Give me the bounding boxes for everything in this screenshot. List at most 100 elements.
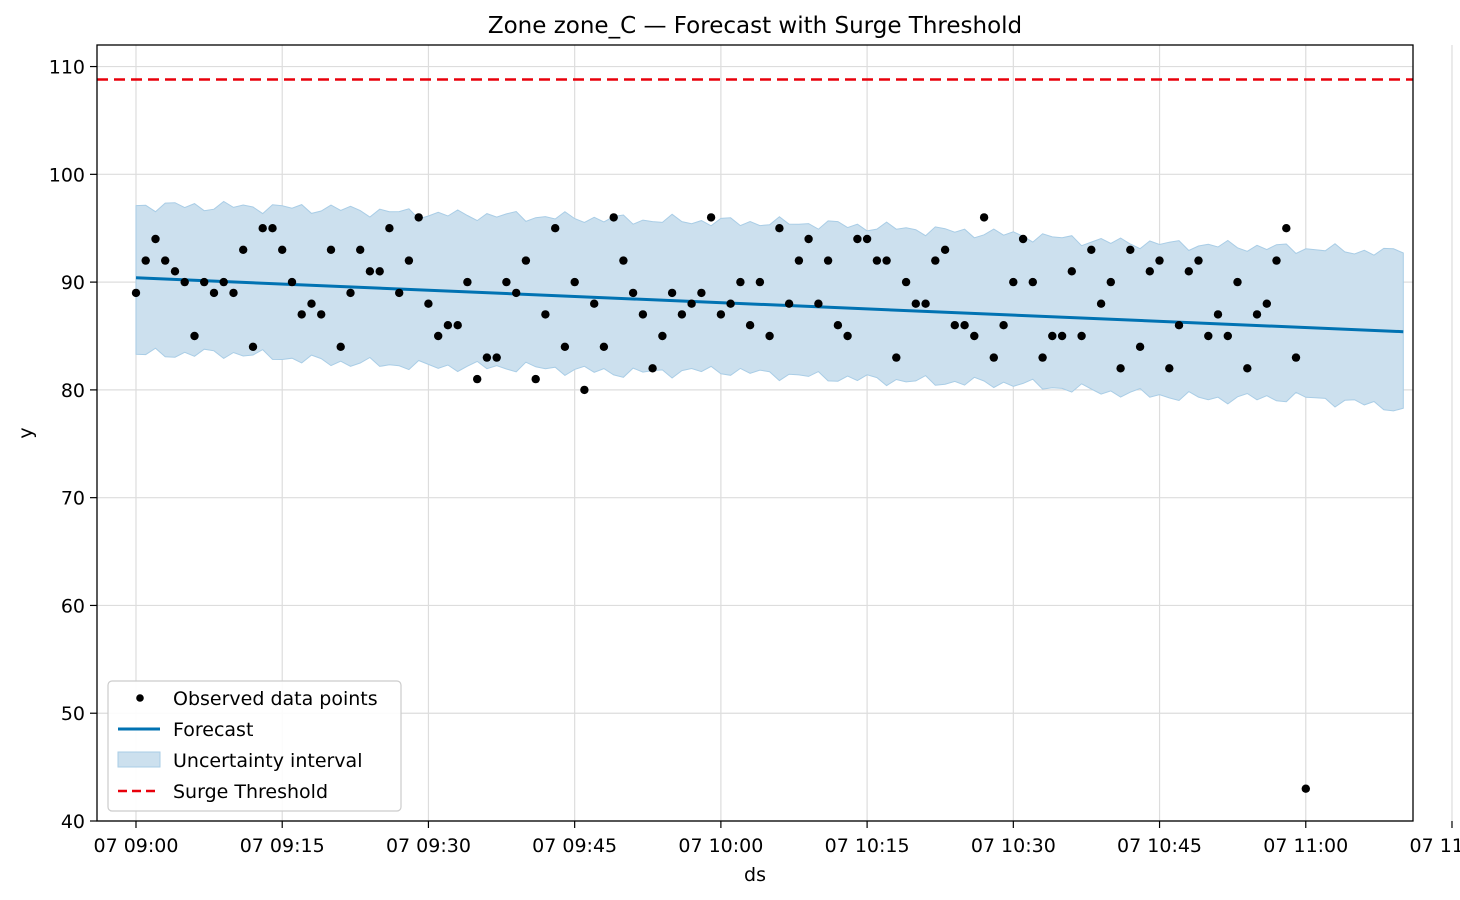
observed-point [648,364,657,373]
observed-point [1087,245,1096,254]
legend-box [107,680,402,812]
observed-point [531,374,540,384]
observed-point [502,277,511,287]
observed-point [141,256,150,265]
legend-interval-label: Uncertainty interval [173,750,362,772]
observed-point [151,234,160,244]
observed-point [1252,310,1262,319]
observed-point [1028,277,1038,287]
observed-point [823,256,833,265]
x-axis-ticks: 07 09:00 07 09:15 07 09:30 07 09:45 07 10:00… [94,821,1460,857]
observed-point [287,277,297,287]
observed-point [882,256,891,265]
y-tick-label: 40 [61,811,85,833]
observed-point [1135,342,1145,351]
legend: Observed data points Forecast Uncertaint… [107,680,402,812]
observed-point [658,331,667,341]
observed-point [190,331,199,341]
x-tick-label: 07 10:45 [1117,835,1202,857]
observed-point [1145,267,1155,276]
observed-point [736,277,745,287]
observed-point [726,299,735,308]
observed-point [706,213,716,222]
observed-point [638,310,648,319]
observed-point [1067,267,1077,276]
observed-point [248,342,258,351]
observed-point [814,299,823,308]
observed-point [1106,277,1116,287]
observed-point [131,288,141,298]
observed-point [960,321,969,330]
observed-point [590,299,599,308]
observed-point [1291,353,1301,362]
observed-point [560,342,570,351]
observed-point [755,277,765,287]
plot-frame [96,44,1414,822]
observed-point [745,321,755,330]
observed-point [336,342,345,351]
observed-point [551,224,560,233]
observed-point [677,310,687,319]
observed-point [833,321,843,330]
x-tick-label: 07 09:45 [532,835,617,857]
observed-point [804,234,813,244]
observed-point [1223,331,1233,341]
x-tick-label: 07 10:30 [971,835,1056,857]
observed-point [395,288,404,298]
observed-point [424,299,433,308]
observed-point [1262,299,1272,308]
observed-point [200,277,209,287]
observed-point [1213,310,1223,319]
observed-point [1057,331,1067,341]
observed-point [434,331,443,341]
legend-observed-marker [136,694,144,702]
observed-point [580,385,589,395]
observed-point [1184,267,1194,276]
observed-point [970,331,979,341]
observed-point [853,234,862,244]
observed-point [209,288,219,298]
observed-point [521,256,531,265]
y-tick-label: 80 [61,380,85,402]
observed-point [365,267,375,276]
observed-point [794,256,804,265]
observed-point [999,321,1008,330]
observed-point [1116,364,1125,373]
observed-point [716,310,726,319]
observed-point [872,256,882,265]
x-tick-label: 07 11:15 [1410,835,1460,857]
observed-point [1126,245,1135,254]
observed-point [1282,224,1291,233]
observed-point [609,213,618,222]
observed-point [414,213,423,222]
y-tick-label: 110 [49,57,85,79]
observed-point [940,245,950,254]
observed-point [229,288,238,298]
x-tick-label: 07 09:00 [94,835,179,857]
observed-points [131,213,1311,793]
observed-point [931,256,940,265]
y-tick-label: 90 [61,272,85,294]
observed-point [921,299,930,308]
x-axis-label: ds [744,864,766,886]
observed-point [297,310,306,319]
observed-point [443,321,453,330]
observed-point [268,224,277,233]
observed-point [784,299,794,308]
observed-point [356,245,365,254]
observed-point [512,288,521,298]
observed-point [979,213,989,222]
observed-point [180,277,189,287]
observed-point [278,245,287,254]
observed-point [843,331,852,341]
observed-point [687,299,696,308]
observed-point [473,374,482,384]
y-tick-label: 50 [61,703,85,725]
y-tick-label: 60 [61,595,85,617]
observed-point [307,299,316,308]
observed-point [1155,256,1164,265]
observed-point [697,288,706,298]
x-tick-label: 07 10:15 [825,835,910,857]
observed-point [989,353,998,362]
